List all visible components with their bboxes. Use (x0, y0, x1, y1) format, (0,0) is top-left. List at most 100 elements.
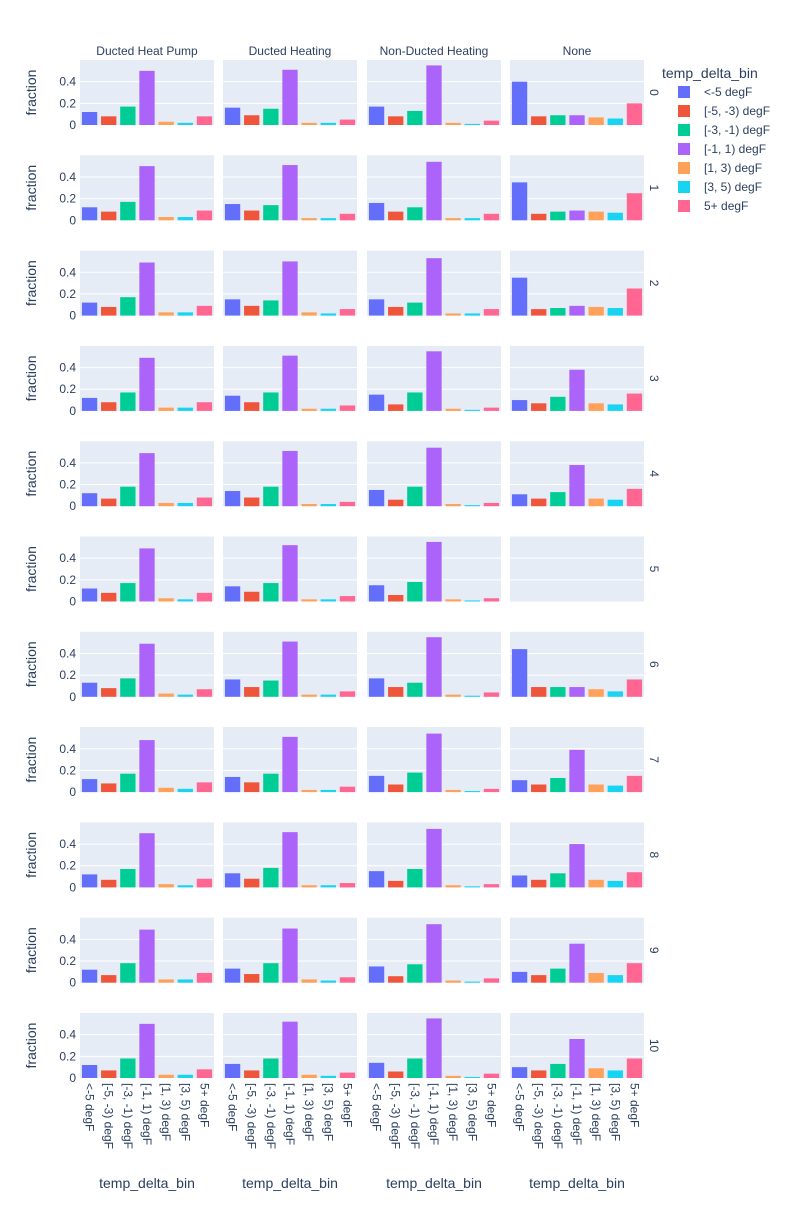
bar (483, 788, 500, 793)
bar (320, 122, 336, 125)
bar (407, 392, 423, 411)
bar (158, 312, 174, 316)
bar (607, 691, 623, 697)
bar (339, 309, 356, 316)
bar (626, 872, 643, 888)
legend-entry: [-1, 1) degF (704, 142, 766, 156)
bar (139, 833, 155, 888)
y-tick-label: 0 (69, 499, 76, 513)
bar (464, 600, 480, 602)
y-tick-label: 0.4 (59, 646, 76, 660)
bar (464, 695, 480, 697)
bar (445, 313, 461, 316)
bar (177, 599, 193, 602)
y-axis-label: fraction (23, 927, 39, 973)
bar (426, 161, 442, 221)
bar (120, 486, 136, 507)
bar (81, 397, 98, 411)
row-label: 4 (647, 470, 661, 477)
bar (368, 871, 385, 888)
bar (177, 1074, 193, 1078)
bar (588, 689, 604, 697)
row-label: 0 (647, 89, 661, 96)
bar (282, 69, 298, 125)
bar (483, 1073, 500, 1078)
bar (550, 115, 566, 125)
bar (81, 112, 98, 125)
bar (177, 217, 193, 221)
bar (81, 969, 98, 983)
bar (196, 782, 213, 793)
bar (569, 749, 585, 793)
bar (301, 694, 317, 697)
x-tick-label: 5+ degF (484, 1083, 498, 1127)
y-tick-label: 0 (69, 976, 76, 990)
bar (368, 489, 385, 507)
bar (368, 678, 385, 697)
x-tick-label: [-1, 1) degF (427, 1083, 441, 1145)
bar (550, 396, 566, 411)
bar (244, 687, 260, 697)
bar (282, 165, 298, 221)
bar (224, 107, 241, 125)
bar (550, 778, 566, 793)
bar (464, 791, 480, 793)
column-title: Ducted Heat Pump (96, 44, 198, 58)
x-tick-label: [3, 5) degF (321, 1083, 335, 1141)
bar (339, 691, 356, 697)
bar (263, 680, 279, 697)
bar (569, 687, 585, 697)
bar (407, 868, 423, 888)
bar (426, 733, 442, 793)
x-tick-label: <-5 degF (513, 1083, 527, 1131)
y-axis-label: fraction (23, 451, 39, 497)
bar (407, 1058, 423, 1078)
x-tick-label: <-5 degF (83, 1083, 97, 1131)
bar (158, 979, 174, 983)
bar (388, 499, 404, 507)
bar (139, 929, 155, 983)
bar (101, 783, 117, 793)
bar (196, 402, 213, 411)
bar (81, 779, 98, 793)
bar (263, 108, 279, 125)
bar (120, 297, 136, 316)
bar (196, 1069, 213, 1078)
x-tick-label: [-3, -1) degF (121, 1083, 135, 1149)
y-tick-label: 0 (69, 118, 76, 132)
bar (445, 694, 461, 697)
bar (388, 880, 404, 888)
y-tick-label: 0.4 (59, 551, 76, 565)
bar (196, 878, 213, 888)
y-tick-label: 0 (69, 309, 76, 323)
bar (588, 498, 604, 507)
bar (320, 313, 336, 316)
y-tick-label: 0 (69, 880, 76, 894)
bar (388, 211, 404, 221)
bar (511, 780, 528, 793)
bar (626, 963, 643, 983)
bar (224, 776, 241, 793)
bar (101, 1070, 117, 1078)
bar (407, 772, 423, 793)
bar (120, 773, 136, 793)
bar (483, 884, 500, 888)
x-tick-label: 5+ degF (627, 1083, 641, 1127)
bar (388, 116, 404, 125)
bar (301, 122, 317, 125)
x-tick-label: [1, 3) degF (302, 1083, 316, 1141)
bar (588, 403, 604, 411)
bar (196, 116, 213, 125)
bar (445, 408, 461, 411)
bar (263, 392, 279, 411)
bar (511, 277, 528, 316)
bar (407, 486, 423, 507)
bar (483, 407, 500, 411)
bar (282, 450, 298, 507)
bar (177, 312, 193, 316)
bar (445, 504, 461, 507)
bar (177, 122, 193, 125)
bar (158, 502, 174, 507)
bar (139, 740, 155, 793)
bar (569, 465, 585, 507)
